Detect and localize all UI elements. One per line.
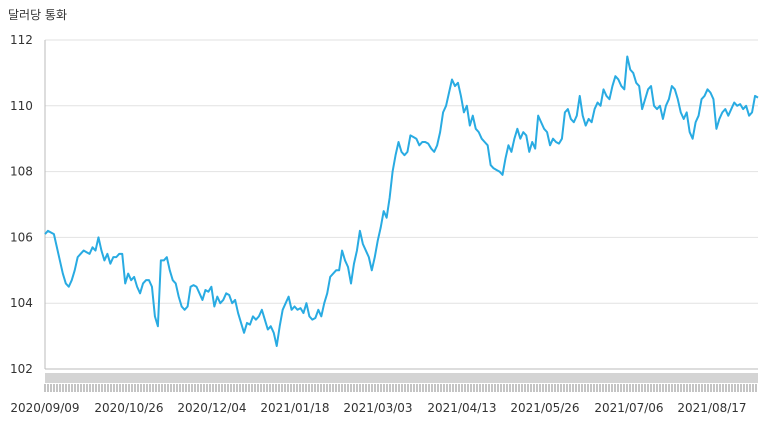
y-axis-unit-label: 달러당 통화 <box>8 8 68 22</box>
x-tick-label: 2021/04/13 <box>427 401 496 415</box>
y-tick-label: 106 <box>10 230 33 244</box>
x-tick-label: 2020/12/04 <box>177 401 246 415</box>
scrollbar-thumb[interactable] <box>45 373 758 383</box>
x-tick-label: 2021/03/03 <box>343 401 412 415</box>
x-tick-label: 2020/10/26 <box>94 401 163 415</box>
y-tick-label: 102 <box>10 362 33 376</box>
x-tick-label: 2021/01/18 <box>260 401 329 415</box>
x-tick-label: 2021/07/06 <box>594 401 663 415</box>
series-line <box>44 55 759 347</box>
range-scrollbar[interactable] <box>44 373 758 392</box>
x-axis-ticks: 2020/09/09 2020/10/26 2020/12/04 2021/01/18… <box>10 401 746 415</box>
x-tick-label: 2021/05/26 <box>510 401 579 415</box>
y-tick-label: 108 <box>10 165 33 179</box>
series-layer <box>44 55 759 347</box>
gridlines <box>44 39 758 370</box>
y-tick-label: 112 <box>10 33 33 47</box>
x-tick-label: 2020/09/09 <box>10 401 79 415</box>
x-tick-label: 2021/08/17 <box>677 401 746 415</box>
y-tick-label: 110 <box>10 99 33 113</box>
y-tick-label: 104 <box>10 296 33 310</box>
y-axis-ticks: 102 104 106 108 110 112 <box>10 33 33 376</box>
